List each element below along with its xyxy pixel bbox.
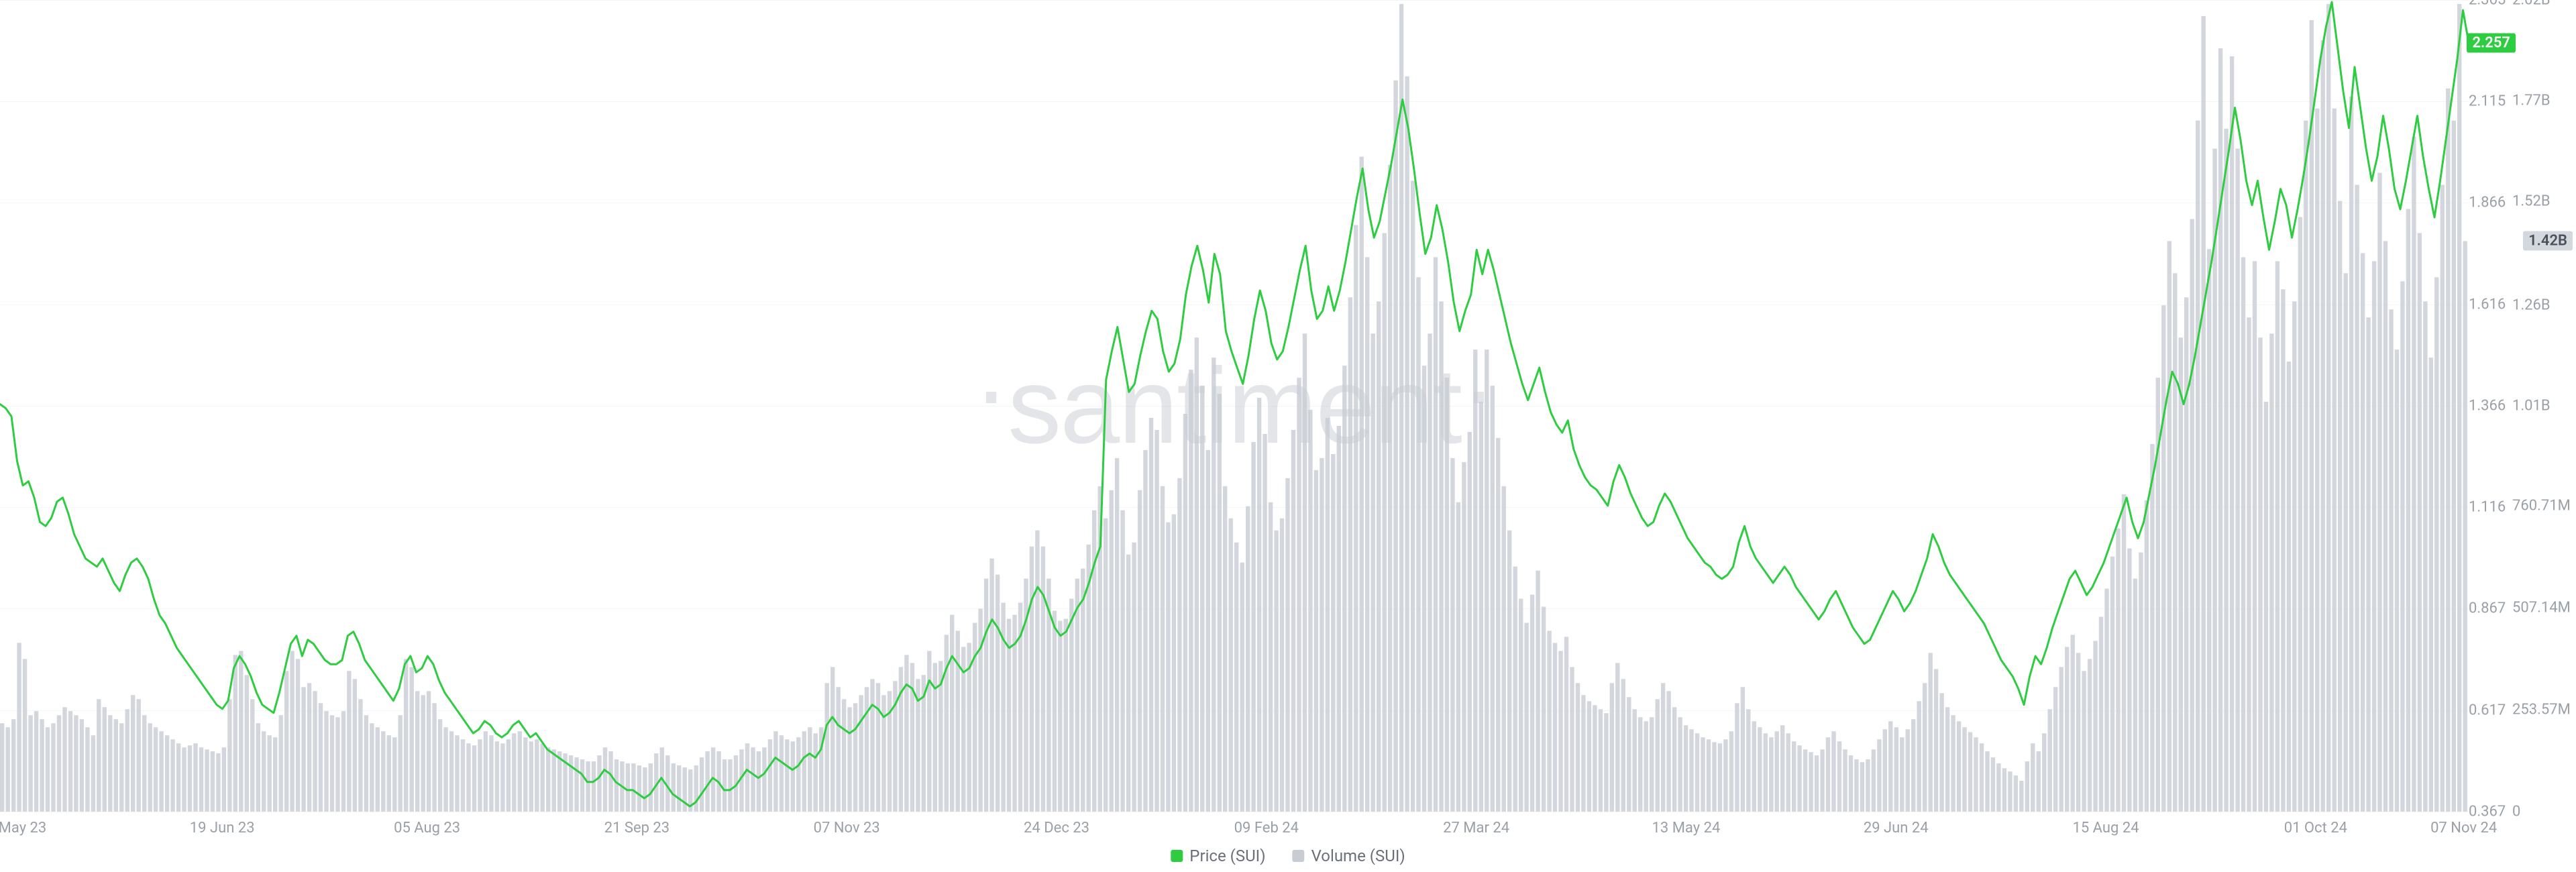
y-tick-volume: 760.71M	[2512, 498, 2569, 514]
y-tick-volume: 2.02B	[2512, 0, 2569, 9]
x-tick: 01 Oct 24	[2284, 820, 2347, 836]
y-tick-volume: 1.26B	[2512, 297, 2569, 314]
price-current-badge: 2.257	[2467, 33, 2516, 52]
x-tick: 05 Aug 23	[394, 820, 460, 836]
x-tick: 24 Dec 23	[1024, 820, 1089, 836]
x-tick: 29 Jun 24	[1864, 820, 1929, 836]
legend-volume: Volume (SUI)	[1293, 847, 1405, 865]
y-tick-volume: 1.77B	[2512, 92, 2569, 109]
x-tick: 03 May 23	[0, 820, 46, 836]
x-tick: 13 May 24	[1652, 820, 1721, 836]
volume-swatch-icon	[1293, 850, 1305, 862]
y-tick-volume: 507.14M	[2512, 600, 2569, 616]
x-tick: 07 Nov 23	[814, 820, 880, 836]
y-tick-volume: 253.57M	[2512, 702, 2569, 718]
y-tick-price: 1.616	[2469, 296, 2509, 313]
x-tick: 07 Nov 24	[2430, 820, 2497, 836]
chart-container: santiment 2.365 2.115 1.866 1.616 1.366 1.116…	[0, 0, 2576, 872]
x-axis: 03 May 23 19 Jun 23 05 Aug 23 21 Sep 23 07 N…	[0, 820, 2469, 840]
y-tick-price: 0.367	[2469, 804, 2509, 820]
x-tick: 21 Sep 23	[604, 820, 669, 836]
legend-price-label: Price (SUI)	[1189, 847, 1265, 865]
y-tick-price: 2.115	[2469, 93, 2509, 110]
x-tick: 27 Mar 24	[1443, 820, 1509, 836]
x-tick: 19 Jun 23	[190, 820, 255, 836]
legend-price: Price (SUI)	[1171, 847, 1265, 865]
y-tick-price: 1.866	[2469, 195, 2509, 211]
plot-area: santiment	[0, 0, 2469, 812]
y-tick-price: 0.617	[2469, 702, 2509, 718]
y-tick-price: 1.116	[2469, 499, 2509, 516]
x-tick: 09 Feb 24	[1234, 820, 1299, 836]
y-tick-price: 1.366	[2469, 398, 2509, 415]
legend: Price (SUI) Volume (SUI)	[1171, 847, 1405, 865]
price-swatch-icon	[1171, 850, 1183, 862]
y-tick-volume: 1.01B	[2512, 398, 2569, 415]
y-tick-price: 0.867	[2469, 600, 2509, 617]
legend-volume-label: Volume (SUI)	[1311, 847, 1405, 865]
x-tick: 15 Aug 24	[2072, 820, 2139, 836]
y-tick-price: 2.365	[2469, 0, 2509, 9]
y-tick-volume: 1.52B	[2512, 193, 2569, 209]
volume-current-badge: 1.42B	[2523, 231, 2573, 251]
price-line	[0, 0, 2469, 812]
y-tick-volume: 0	[2512, 804, 2569, 820]
